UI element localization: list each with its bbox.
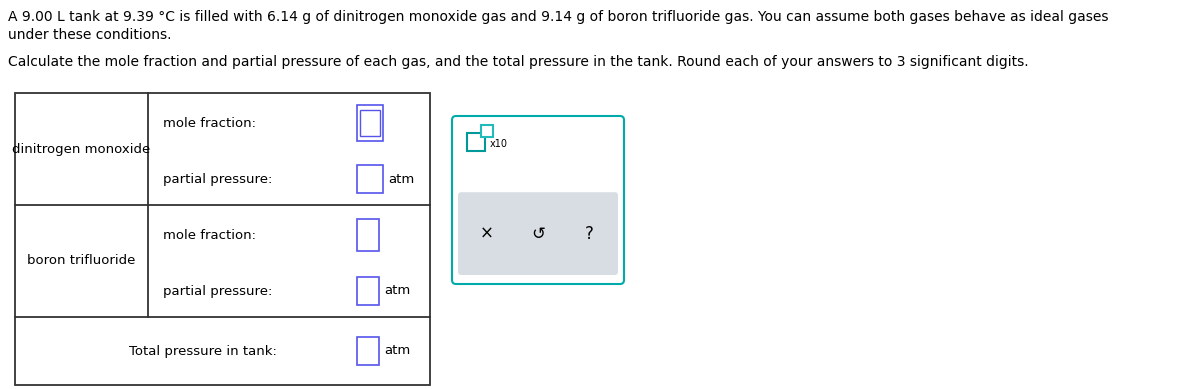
Text: dinitrogen monoxide: dinitrogen monoxide bbox=[12, 142, 151, 156]
Text: Calculate the mole fraction and partial pressure of each gas, and the total pres: Calculate the mole fraction and partial … bbox=[8, 55, 1028, 69]
Text: partial pressure:: partial pressure: bbox=[163, 284, 272, 298]
Bar bbox=[14, 93, 430, 385]
Text: x10: x10 bbox=[490, 139, 508, 149]
Bar bbox=[358, 337, 379, 365]
Bar bbox=[360, 110, 380, 136]
Bar bbox=[358, 219, 379, 251]
Text: mole fraction:: mole fraction: bbox=[163, 116, 256, 130]
Bar bbox=[358, 105, 383, 141]
FancyBboxPatch shape bbox=[452, 116, 624, 284]
Text: atm: atm bbox=[384, 345, 410, 357]
Text: mole fraction:: mole fraction: bbox=[163, 228, 256, 242]
Text: atm: atm bbox=[384, 284, 410, 298]
Bar bbox=[467, 133, 485, 151]
Text: partial pressure:: partial pressure: bbox=[163, 172, 272, 186]
Bar bbox=[358, 277, 379, 305]
Text: under these conditions.: under these conditions. bbox=[8, 28, 172, 42]
FancyBboxPatch shape bbox=[458, 192, 618, 275]
Text: ↺: ↺ bbox=[532, 224, 545, 243]
Bar bbox=[358, 165, 383, 193]
Text: Total pressure in tank:: Total pressure in tank: bbox=[128, 345, 276, 357]
Text: atm: atm bbox=[388, 172, 414, 186]
Text: ?: ? bbox=[584, 224, 594, 243]
Bar bbox=[481, 125, 493, 137]
Text: boron trifluoride: boron trifluoride bbox=[28, 254, 136, 268]
Text: A 9.00 L tank at 9.39 °C is filled with 6.14 g of dinitrogen monoxide gas and 9.: A 9.00 L tank at 9.39 °C is filled with … bbox=[8, 10, 1109, 24]
Text: ×: × bbox=[480, 224, 493, 243]
